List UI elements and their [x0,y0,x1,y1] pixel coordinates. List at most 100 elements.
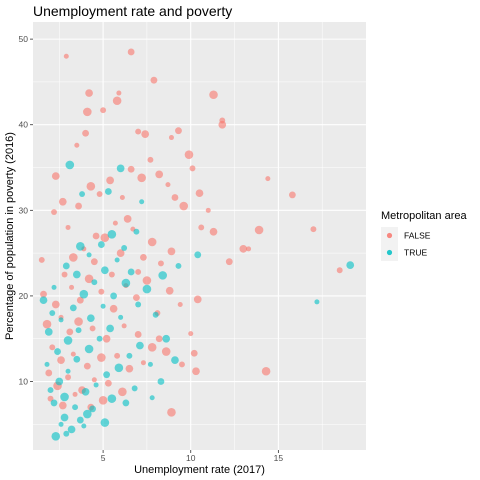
point-true [65,160,75,170]
point-true [346,261,355,269]
point-false [310,226,317,233]
x-tick-label: 15 [274,453,284,463]
point-false [123,215,132,223]
point-false [125,364,134,373]
point-true [121,278,131,288]
legend-label-true: TRUE [404,248,427,258]
point-true [96,335,103,342]
point-true [171,356,179,364]
x-axis-ticks: 5 10 15 [101,450,284,463]
point-false [98,288,105,295]
point-true [50,399,58,407]
point-true [81,423,87,429]
point-false [42,319,52,329]
point-false [167,247,176,256]
point-false [116,249,125,257]
point-true [139,199,145,205]
y-axis-title: Percentage of population in poverty (201… [4,132,16,340]
point-false [127,48,135,56]
point-false [100,233,110,243]
point-false [168,135,174,141]
point-false [40,290,47,298]
point-false [84,274,94,284]
point-true [49,310,56,316]
point-true [162,334,171,343]
point-true [81,387,90,396]
point-false [112,220,118,226]
point-true [84,344,94,354]
point-false [112,96,122,106]
point-false [140,360,146,366]
point-false [155,335,163,343]
point-true [101,266,109,275]
point-false [167,408,176,417]
point-true [107,229,117,239]
y-tick-label: 40 [19,120,29,130]
point-false [72,391,78,397]
point-true [75,327,82,334]
legend-label-false: FALSE [404,231,431,241]
point-false [140,254,147,261]
point-false [69,253,78,262]
point-true [63,336,73,345]
legend: Metropolitan area FALSE TRUE [381,210,467,261]
point-false [45,369,53,377]
chart-title: Unemployment rate and poverty [33,3,232,19]
point-true [107,394,117,403]
point-false [150,76,158,84]
data-points [38,48,355,441]
point-true [131,385,138,392]
point-true [51,432,61,441]
point-true [314,299,320,305]
point-true [118,314,124,320]
point-false [192,367,200,376]
point-false [288,191,296,199]
point-false [74,317,83,326]
point-false [85,89,93,97]
point-true [63,430,70,437]
point-false [82,129,89,137]
y-tick-label: 30 [19,205,29,215]
x-tick-label: 5 [101,453,106,463]
point-true [152,311,159,318]
point-true [55,377,64,386]
point-false [261,366,271,376]
point-false [142,276,152,285]
point-true [104,188,112,195]
point-true [79,289,89,299]
point-false [38,257,45,263]
point-false [83,107,92,117]
point-true [76,241,85,251]
y-tick-label: 10 [19,377,29,387]
x-tick-label: 10 [186,453,196,463]
point-false [108,271,115,278]
y-tick-label: 20 [19,291,29,301]
point-true [65,368,71,374]
point-true [149,395,155,401]
point-true [93,382,99,388]
point-false [165,286,174,295]
point-false [58,197,67,206]
point-false [195,189,204,198]
point-false [65,374,72,381]
point-false [254,225,264,235]
point-true [135,301,142,308]
point-false [90,258,98,266]
point-false [118,387,127,397]
point-true [126,352,133,359]
point-false [76,296,84,304]
point-true [114,363,124,373]
point-false [86,182,96,191]
point-true [69,304,77,312]
legend-title: Metropolitan area [381,210,467,222]
point-false [141,130,150,138]
point-false [189,165,196,172]
point-true [79,191,86,198]
point-false [83,362,91,370]
point-false [104,379,112,387]
point-false [147,342,157,352]
x-axis-title: Unemployment rate (2017) [134,464,265,476]
point-true [44,328,53,336]
point-false [121,323,127,329]
point-false [218,120,227,129]
